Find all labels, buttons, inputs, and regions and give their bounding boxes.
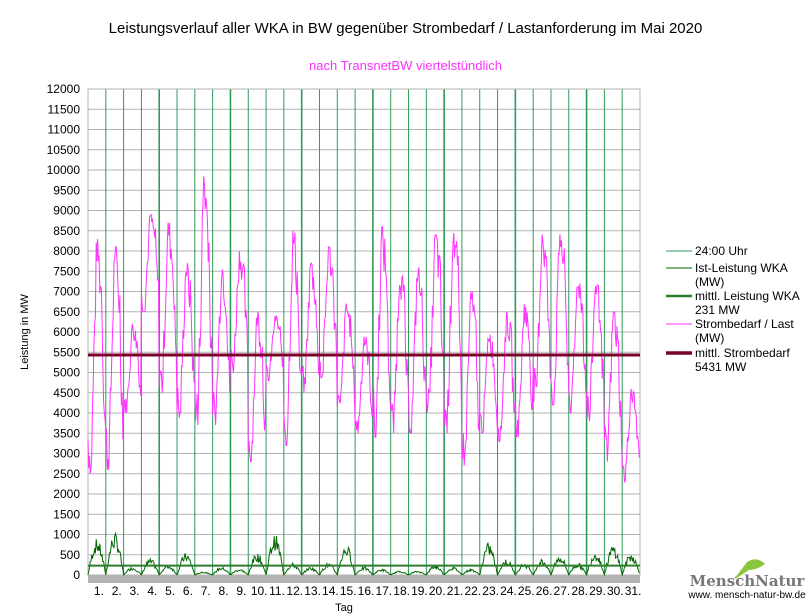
y-tick-label: 6500 (53, 305, 80, 319)
x-tick-label: 30. (607, 584, 624, 598)
plot-frame (87, 88, 641, 576)
y-tick-label: 3000 (53, 447, 80, 461)
y-tick-label: 9000 (53, 204, 80, 218)
y-tick-label: 0 (73, 568, 80, 582)
x-tick-label: 15. (340, 584, 357, 598)
legend-label-sub: (MW) (695, 275, 724, 289)
y-tick-label: 1000 (53, 528, 80, 542)
y-tick-label: 6000 (53, 325, 80, 339)
x-tick-label: 26. (536, 584, 553, 598)
x-tick-label: 18. (393, 584, 410, 598)
x-tick-label: 29. (589, 584, 606, 598)
x-tick-label: 9. (236, 584, 246, 598)
y-tick-label: 2500 (53, 467, 80, 481)
x-tick-label: 4. (147, 584, 157, 598)
legend-label: mittl. Leistung WKA (695, 289, 800, 303)
x-tick-label: 11. (269, 584, 285, 598)
y-tick-label: 10000 (47, 163, 81, 177)
legend-label: Strombedarf / Last (695, 317, 794, 331)
legend-label: mittl. Strombedarf (695, 346, 790, 360)
x-tick-label: 5. (165, 584, 175, 598)
y-tick-label: 4000 (53, 406, 80, 420)
x-tick-label: 14. (322, 584, 339, 598)
y-tick-label: 3500 (53, 426, 80, 440)
logo-brand: MenschNatur (689, 572, 805, 590)
y-tick-label: 12000 (47, 82, 81, 96)
chart-title: Leistungsverlauf aller WKA in BW gegenüb… (108, 20, 703, 37)
x-tick-label: 20. (429, 584, 446, 598)
x-tick-label: 17. (375, 584, 392, 598)
y-tick-label: 8500 (53, 224, 80, 238)
logo-url: www. mensch-natur-bw.de (688, 590, 806, 601)
y-tick-label: 11500 (48, 102, 81, 116)
x-tick-label: 3. (130, 584, 140, 598)
chart-subtitle: nach TransnetBW viertelstündlich (309, 58, 502, 73)
x-tick-label: 28. (571, 584, 588, 598)
x-tick-label: 10. (251, 584, 268, 598)
y-tick-label: 2000 (53, 487, 80, 501)
x-tick-label: 16. (358, 584, 375, 598)
x-tick-label: 1. (94, 584, 104, 598)
y-tick-label: 8000 (53, 244, 80, 258)
x-tick-label: 31. (625, 584, 642, 598)
x-tick-label: 8. (219, 584, 229, 598)
y-tick-label: 5000 (53, 366, 80, 380)
legend-label-sub: 231 MW (695, 303, 740, 317)
x-tick-label: 6. (183, 584, 193, 598)
y-tick-label: 500 (60, 548, 80, 562)
ginkgo-leaf-icon (734, 559, 765, 579)
x-tick-label: 27. (554, 584, 571, 598)
x-axis-band (88, 575, 640, 583)
x-tick-label: 22. (464, 584, 481, 598)
x-axis-label: Tag (335, 602, 353, 614)
wind-series-line (87, 531, 640, 577)
x-tick-label: 7. (201, 584, 211, 598)
x-tick-label: 13. (304, 584, 321, 598)
x-tick-label: 2. (112, 584, 122, 598)
y-tick-label: 9500 (53, 183, 80, 197)
legend-label-sub: 5431 MW (695, 360, 747, 374)
y-tick-label: 11000 (48, 123, 81, 137)
y-tick-label: 7500 (53, 264, 80, 278)
y-tick-label: 7000 (53, 285, 80, 299)
y-axis-label: Leistung in MW (19, 293, 31, 369)
logo: MenschNatur www. mensch-natur-bw.de (683, 556, 811, 601)
y-tick-label: 1500 (53, 507, 80, 521)
y-tick-label: 10500 (47, 143, 81, 157)
x-tick-label: 21. (447, 584, 464, 598)
x-tick-label: 19. (411, 584, 428, 598)
legend-label: Ist-Leistung WKA (695, 261, 788, 275)
legend-label-sub: (MW) (695, 331, 724, 345)
legend-label: 24:00 Uhr (695, 244, 748, 258)
x-tick-label: 24. (500, 584, 517, 598)
load-series-line (87, 176, 640, 484)
x-tick-label: 12. (286, 584, 303, 598)
y-tick-label: 5500 (53, 345, 80, 359)
x-tick-label: 25. (518, 584, 535, 598)
x-tick-label: 23. (482, 584, 499, 598)
y-tick-label: 4500 (53, 386, 80, 400)
